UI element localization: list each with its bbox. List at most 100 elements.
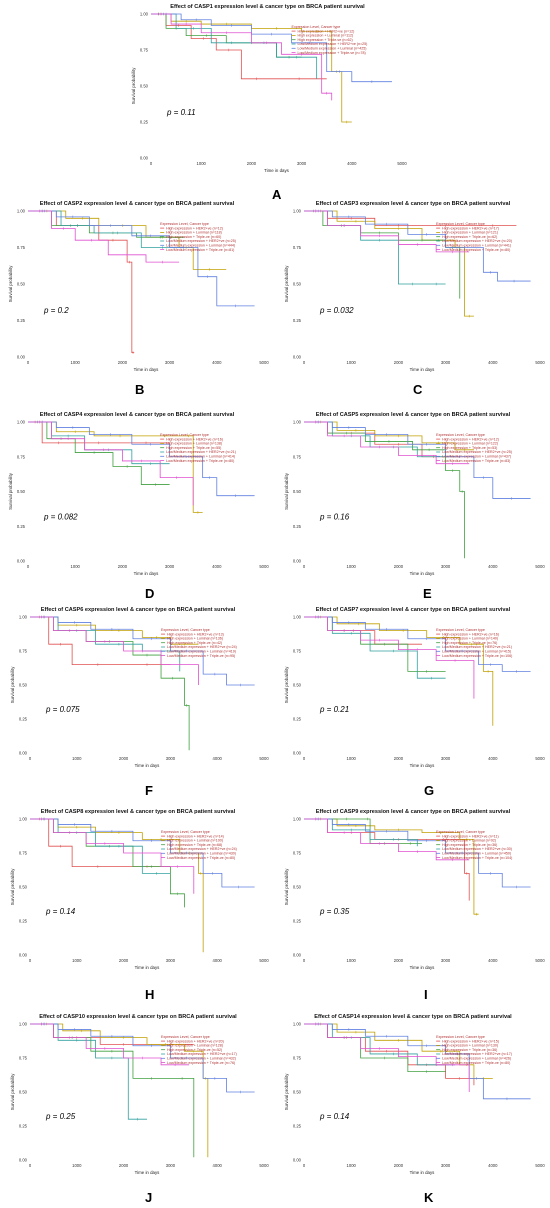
- legend-entry: High expression + Luminal (n=121): [442, 231, 498, 235]
- y-axis-title: Survival probability: [8, 472, 13, 510]
- survival-curve: [304, 616, 446, 679]
- y-tick-label: 1.00: [19, 1022, 28, 1027]
- survival-curve: [28, 421, 170, 485]
- legend-entry: High expression + Triple-ve (n=36): [442, 843, 497, 847]
- x-tick-label: 2000: [119, 958, 129, 963]
- y-tick-label: 0.25: [17, 318, 26, 323]
- x-tick-label: 3000: [165, 564, 175, 569]
- legend-entry: High expression + HER2+ve (n=20): [167, 1039, 224, 1043]
- legend-entry: Low/Medium expression + HER2+ve (n=24): [167, 847, 237, 851]
- legend-entry: High expression + Luminal (n=140): [442, 637, 498, 641]
- legend-entry: Low/Medium expression + HER2+ve (n=20): [442, 239, 512, 243]
- x-tick-label: 4000: [488, 756, 498, 761]
- survival-curve: [28, 421, 194, 506]
- survival-curve: [304, 421, 456, 458]
- y-tick-label: 0.25: [140, 120, 149, 125]
- x-tick-label: 4000: [488, 1163, 498, 1168]
- y-tick-label: 1.00: [293, 615, 302, 620]
- x-tick-label: 5000: [259, 756, 269, 761]
- y-tick-label: 0.25: [19, 717, 28, 722]
- panel-letter-d: D: [145, 586, 155, 601]
- legend-entry: High expression + HER2+ve (n=12): [166, 226, 223, 230]
- y-tick-label: 0.25: [293, 524, 302, 529]
- legend-entry: Low/Medium expression + Luminal (n=450): [442, 852, 511, 856]
- x-tick-label: 1000: [71, 564, 81, 569]
- y-axis-title: Survival probability: [131, 67, 136, 105]
- x-tick-label: 3000: [441, 756, 451, 761]
- panel-letter-i: I: [424, 987, 428, 1002]
- y-axis-title: Survival probability: [284, 472, 289, 510]
- legend-entry: Low/Medium expression + HER2+ve (n=24): [167, 645, 237, 649]
- panel-g: Effect of CASP7 expression level & cance…: [278, 603, 548, 775]
- y-axis-title: Survival probability: [10, 666, 15, 704]
- legend-entry: Low/Medium expression + Triple-ve (n=80): [442, 248, 510, 252]
- chart-title: Effect of CASP6 expression level & cance…: [41, 607, 236, 613]
- legend-entry: High expression + HER2+ve (n=13): [167, 632, 224, 636]
- x-tick-label: 2000: [394, 756, 404, 761]
- panel-letter-h: H: [145, 987, 155, 1002]
- x-axis-title: Time in days: [134, 367, 160, 372]
- y-tick-label: 0.00: [19, 751, 28, 756]
- legend-entry: Low/Medium expression + Luminal (n=415): [442, 650, 511, 654]
- legend-title: Expression Level, Cancer type: [160, 222, 209, 226]
- legend-entry: High expression + Triple-ve (n=62): [298, 38, 353, 42]
- y-tick-label: 0.25: [17, 524, 26, 529]
- chart-title: Effect of CASP7 expression level & cance…: [316, 607, 511, 613]
- x-tick-label: 2000: [118, 564, 128, 569]
- y-tick-label: 0.00: [293, 355, 302, 360]
- legend-entry: High expression + HER2+ve (n=11): [442, 834, 499, 838]
- p-value: p = 0.16: [319, 512, 350, 521]
- legend-entry: Low/Medium expression + Triple-ve (n=80): [166, 459, 234, 463]
- y-tick-label: 0.75: [19, 1056, 28, 1061]
- p-value: p = 0.25: [45, 1112, 76, 1121]
- survival-curve: [30, 616, 190, 751]
- y-tick-label: 0.75: [17, 245, 26, 250]
- legend-entry: Low/Medium expression + Triple-ve (n=106…: [442, 654, 512, 658]
- y-tick-label: 0.00: [17, 559, 26, 564]
- y-tick-label: 1.00: [293, 817, 302, 822]
- chart-title: Effect of CASP14 expression level & canc…: [314, 1014, 512, 1020]
- legend-title: Expression Level, Cancer type: [160, 433, 209, 437]
- legend-entry: High expression + Triple-ve (n=52): [167, 1048, 222, 1052]
- y-tick-label: 0.00: [19, 1158, 28, 1163]
- chart-title: Effect of CASP4 expression level & cance…: [40, 412, 235, 418]
- survival-curve: [151, 13, 333, 101]
- x-tick-label: 5000: [535, 958, 545, 963]
- y-tick-label: 0.50: [17, 282, 26, 287]
- y-tick-label: 0.50: [293, 885, 302, 890]
- panel-letter-a: A: [272, 187, 282, 202]
- y-tick-label: 0.75: [293, 851, 302, 856]
- panel-i: Effect of CASP9 expression level & cance…: [278, 805, 548, 977]
- panel-h: Effect of CASP8 expression level & cance…: [4, 805, 272, 977]
- survival-curve: [304, 616, 494, 726]
- y-axis-title: Survival probability: [284, 265, 289, 303]
- y-tick-label: 0.50: [19, 885, 28, 890]
- legend-entry: Low/Medium expression + Luminal (n=419): [167, 650, 236, 654]
- km-plot-f: Effect of CASP6 expression level & cance…: [10, 607, 269, 768]
- x-tick-label: 5000: [259, 360, 269, 365]
- legend-entry: High expression + Triple-ve (n=60): [166, 235, 221, 239]
- x-tick-label: 3000: [441, 958, 451, 963]
- y-tick-label: 1.00: [293, 1022, 302, 1027]
- legend-title: Expression Level, Cancer type: [436, 433, 485, 437]
- y-tick-label: 0.75: [293, 1056, 302, 1061]
- legend-entry: Low/Medium expression + HER2+ve (n=21): [166, 450, 236, 454]
- y-tick-label: 0.50: [293, 282, 302, 287]
- km-plot-j: Effect of CASP10 expression level & canc…: [10, 1014, 269, 1175]
- survival-curve: [304, 421, 446, 458]
- x-tick-label: 0: [303, 958, 306, 963]
- legend-entry: Low/Medium expression + Triple-ve (n=78): [298, 51, 366, 55]
- x-tick-label: 3000: [441, 1163, 451, 1168]
- survival-curve: [28, 210, 184, 248]
- x-tick-label: 1000: [347, 1163, 357, 1168]
- x-tick-label: 3000: [165, 360, 175, 365]
- chart-title: Effect of CASP10 expression level & canc…: [39, 1014, 237, 1020]
- km-plot-i: Effect of CASP9 expression level & cance…: [284, 809, 545, 970]
- panel-a: Effect of CASP1 expression level & cance…: [125, 0, 410, 180]
- x-axis-title: Time in days: [410, 763, 436, 768]
- x-tick-label: 3000: [441, 564, 451, 569]
- y-tick-label: 0.50: [293, 489, 302, 494]
- legend-entry: Low/Medium expression + HER2+ve (n=25): [298, 42, 368, 46]
- y-tick-label: 0.75: [19, 649, 28, 654]
- x-tick-label: 4000: [488, 360, 498, 365]
